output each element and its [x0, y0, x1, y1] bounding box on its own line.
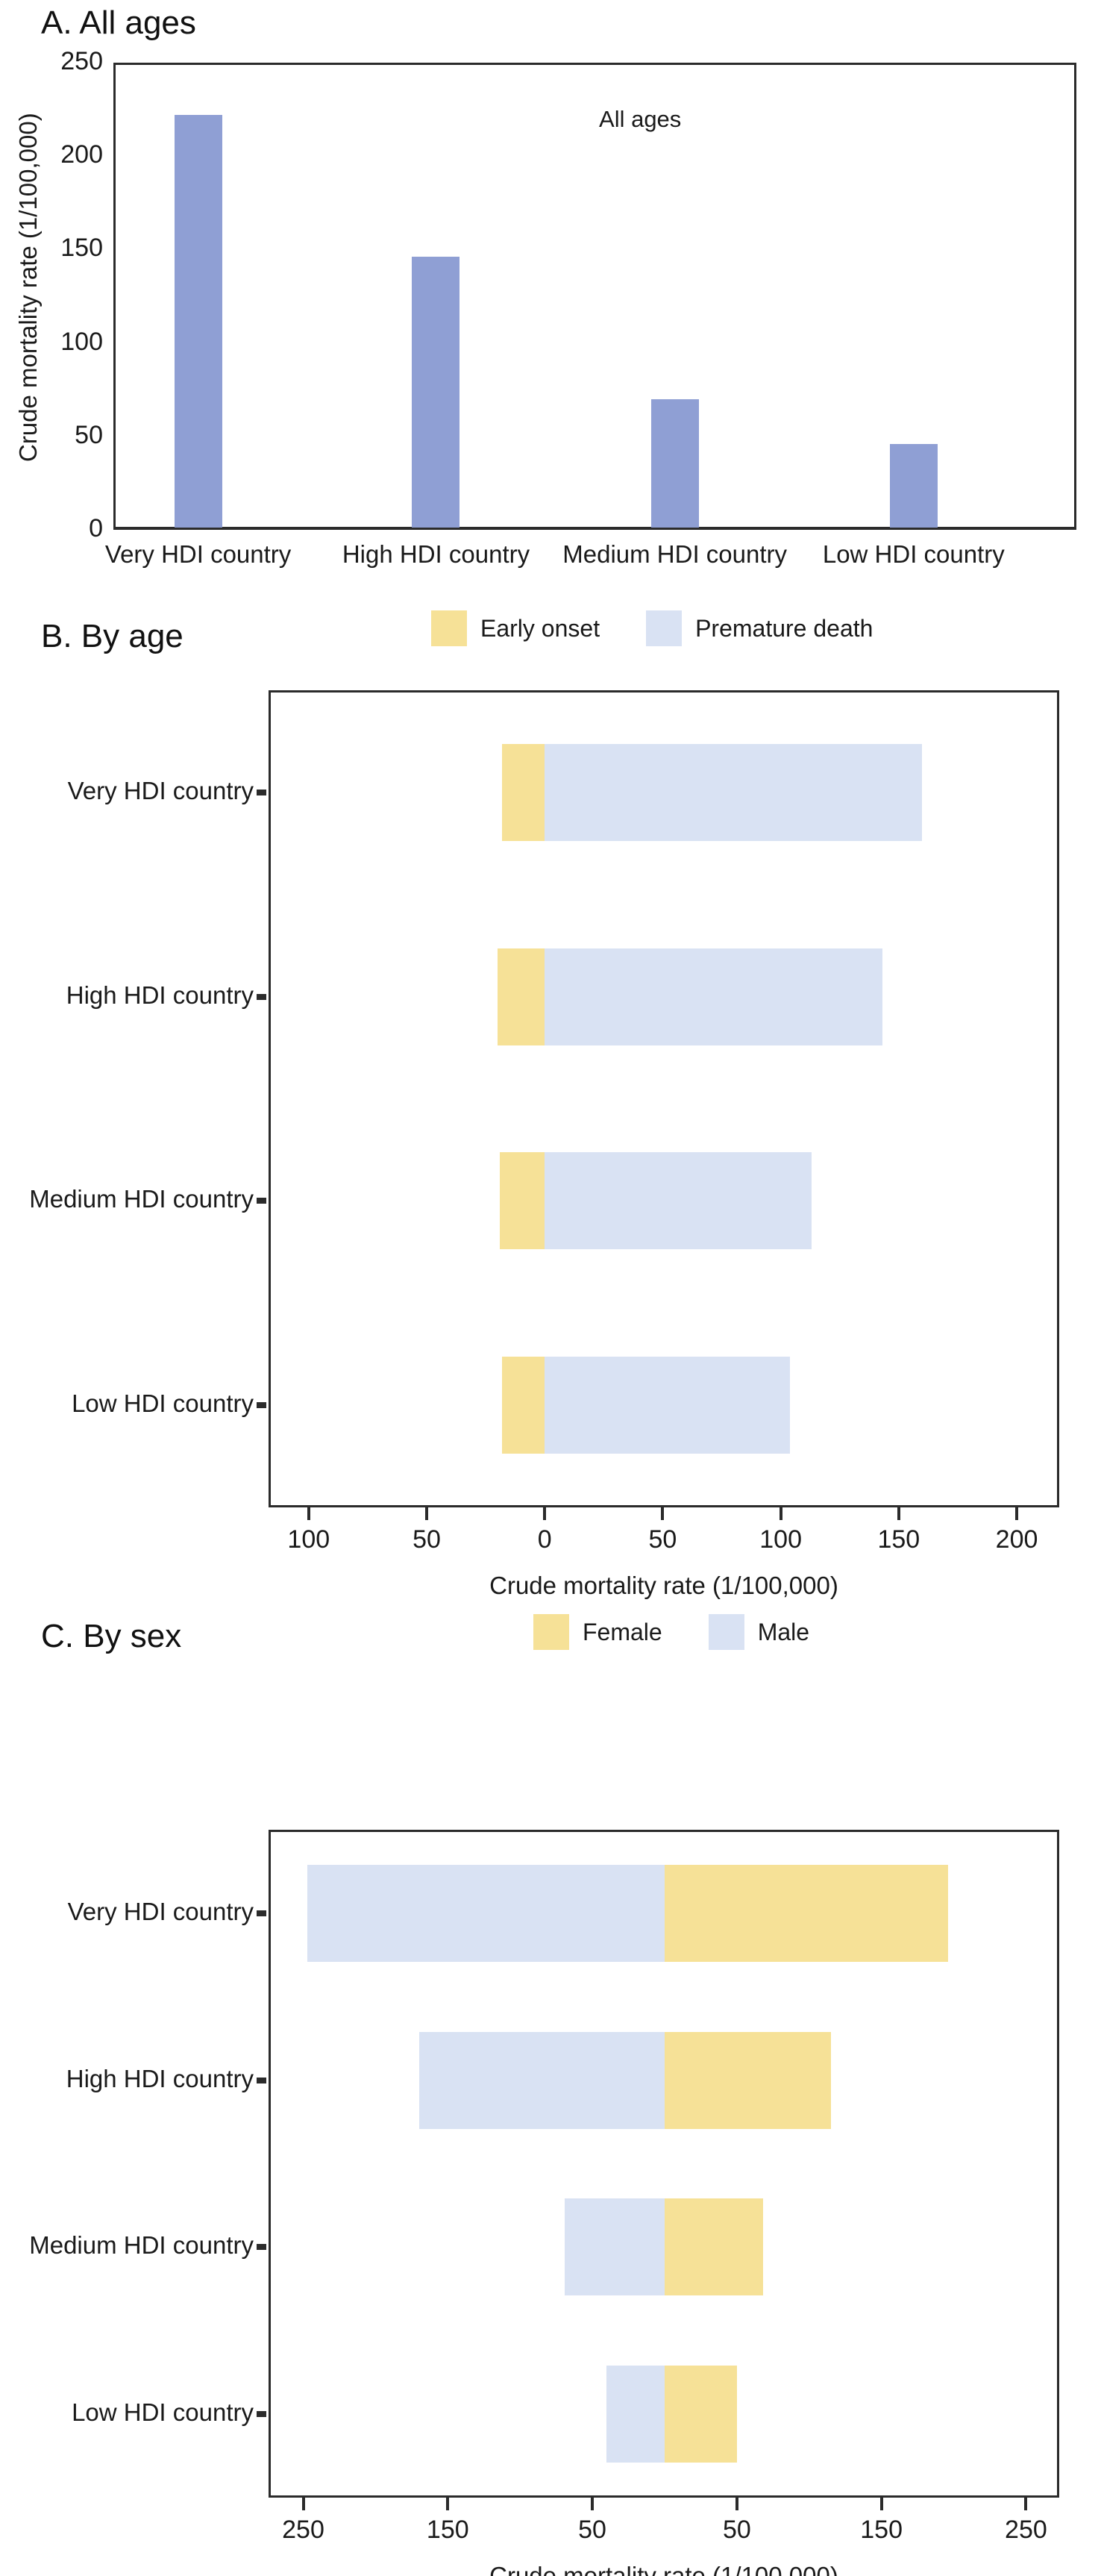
bar-allages-medium-hdi-country — [650, 398, 699, 528]
panel-c-category-tick-high-hdi-country — [257, 2077, 266, 2083]
male-legend-label: Male — [757, 1618, 810, 1645]
bar-female-low-hdi-country — [664, 2366, 737, 2463]
premature-death-legend-label: Premature death — [695, 614, 873, 642]
panel-c-xtick-4: 150 — [860, 2516, 903, 2544]
panel-c-title: C. By sex — [41, 1618, 182, 1654]
panel-a-ytick-150: 150 — [60, 234, 103, 263]
panel-c-category-tick-low-hdi-country — [257, 2411, 266, 2418]
early-onset-swatch — [431, 610, 467, 646]
panel-b-category-low-hdi-country: Low HDI country — [72, 1389, 254, 1418]
panel-a-category-very-hdi-country: Very HDI country — [104, 540, 292, 568]
bar-premature-death-low-hdi-country — [545, 1357, 791, 1454]
panel-c-xtickmark-1 — [446, 2498, 450, 2510]
bar-female-very-hdi-country — [664, 1864, 948, 1962]
panel-b-category-tick-medium-hdi-country — [257, 1198, 266, 1204]
panel-a-ytick-250: 250 — [60, 47, 103, 75]
panel-a-category-high-hdi-country: High HDI country — [342, 540, 530, 568]
panel-c-xtickmark-5 — [1024, 2498, 1028, 2510]
bar-allages-low-hdi-country — [889, 443, 938, 528]
panel-c-category-tick-very-hdi-country — [257, 1910, 266, 1916]
panel-b-xtickmark-5 — [897, 1507, 900, 1520]
bar-premature-death-medium-hdi-country — [545, 1152, 812, 1250]
panel-b-xtickmark-3 — [661, 1507, 665, 1520]
female-swatch — [533, 1614, 569, 1650]
bar-premature-death-very-hdi-country — [545, 743, 923, 841]
panel-b-category-tick-high-hdi-country — [257, 993, 266, 1000]
panel-b-xtickmark-4 — [779, 1507, 782, 1520]
panel-c-category-very-hdi-country: Very HDI country — [67, 1897, 254, 1925]
bar-male-very-hdi-country — [307, 1864, 665, 1962]
bar-early-onset-medium-hdi-country — [500, 1152, 545, 1250]
panel-c-xtickmark-2 — [591, 2498, 595, 2510]
panel-c-xtick-0: 250 — [282, 2516, 324, 2544]
bar-allages-very-hdi-country — [174, 115, 222, 528]
panel-a-ytick-200: 200 — [60, 140, 103, 169]
panel-b-x-axis-label: Crude mortality rate (1/100,000) — [489, 1572, 838, 1599]
male-swatch — [708, 1614, 744, 1650]
panel-c-category-tick-medium-hdi-country — [257, 2244, 266, 2251]
bar-early-onset-low-hdi-country — [502, 1357, 545, 1454]
panel-b-xtick-1: 50 — [413, 1525, 441, 1554]
panel-b-xtickmark-0 — [307, 1507, 310, 1520]
panel-b-title: B. By age — [41, 618, 184, 654]
panel-b-category-very-hdi-country: Very HDI country — [67, 776, 254, 804]
bar-male-low-hdi-country — [606, 2366, 665, 2463]
panel-c-xtickmark-3 — [735, 2498, 738, 2510]
panel-a-y-axis-label: Crude mortality rate (1/100,000) — [14, 113, 42, 462]
panel-a-ytick-100: 100 — [60, 327, 103, 356]
panel-a-annotation: All ages — [599, 106, 682, 132]
premature-death-swatch — [646, 610, 683, 646]
panel-c-xtick-3: 50 — [722, 2516, 751, 2544]
bar-allages-high-hdi-country — [412, 257, 460, 528]
panel-c-xtickmark-4 — [879, 2498, 883, 2510]
bar-early-onset-high-hdi-country — [497, 948, 545, 1045]
panel-a-ytick-50: 50 — [75, 420, 103, 449]
bar-female-high-hdi-country — [664, 2031, 831, 2129]
panel-c-x-axis-label: Crude mortality rate (1/100,000) — [489, 2562, 838, 2576]
panel-b-xtickmark-6 — [1015, 1507, 1019, 1520]
panel-b-xtick-4: 100 — [759, 1525, 802, 1554]
panel-a-ytick-0: 0 — [89, 514, 103, 543]
panel-b-xtickmark-1 — [425, 1507, 428, 1520]
panel-a-title: A. All ages — [41, 4, 196, 41]
panel-c-xtick-2: 50 — [578, 2516, 606, 2544]
panel-b-category-tick-low-hdi-country — [257, 1402, 266, 1409]
bar-premature-death-high-hdi-country — [545, 948, 882, 1045]
panel-b-category-medium-hdi-country: Medium HDI country — [29, 1185, 254, 1213]
panel-c-xtick-1: 150 — [426, 2516, 469, 2544]
panel-a-category-medium-hdi-country: Medium HDI country — [562, 540, 788, 568]
panel-b-category-tick-very-hdi-country — [257, 789, 266, 795]
panel-b-xtick-5: 150 — [877, 1525, 920, 1554]
panel-c-xtick-5: 250 — [1005, 2516, 1047, 2544]
panel-b-xtick-0: 100 — [287, 1525, 330, 1554]
bar-early-onset-very-hdi-country — [502, 743, 545, 841]
bar-female-medium-hdi-country — [664, 2198, 763, 2296]
panel-c-category-medium-hdi-country: Medium HDI country — [29, 2231, 254, 2260]
female-legend-label: Female — [583, 1618, 662, 1645]
panel-b-xtick-6: 200 — [995, 1525, 1038, 1554]
panel-c-xtickmark-0 — [301, 2498, 305, 2510]
panel-b-category-high-hdi-country: High HDI country — [66, 981, 254, 1009]
panel-b-xtick-3: 50 — [648, 1525, 677, 1554]
panel-a-category-low-hdi-country: Low HDI country — [822, 540, 1005, 568]
bar-male-medium-hdi-country — [565, 2198, 665, 2296]
panel-c-category-high-hdi-country: High HDI country — [66, 2064, 254, 2092]
panel-c-legend: Female Male — [533, 1614, 809, 1650]
panel-b-legend: Early onset Premature death — [431, 610, 873, 646]
panel-c-category-low-hdi-country: Low HDI country — [72, 2398, 254, 2427]
panel-b-xtick-2: 0 — [537, 1525, 552, 1554]
early-onset-legend-label: Early onset — [480, 614, 600, 642]
bar-male-high-hdi-country — [418, 2031, 665, 2129]
panel-b-xtickmark-2 — [543, 1507, 547, 1520]
